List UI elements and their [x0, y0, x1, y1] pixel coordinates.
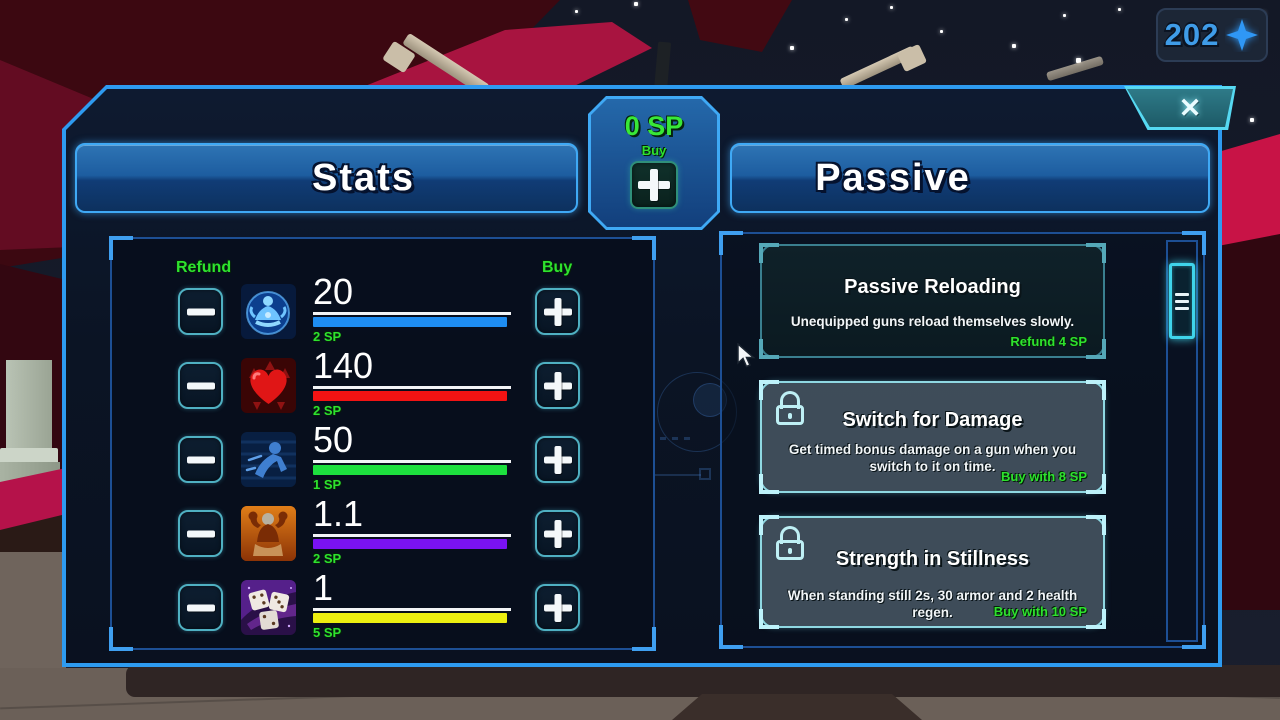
stat-value: 1.1 [313, 493, 364, 534]
health-heart-icon [241, 358, 296, 413]
minus-icon [186, 308, 215, 315]
minus-icon [186, 456, 215, 463]
stat-value: 140 [313, 345, 374, 386]
refund-stat-button[interactable] [178, 288, 223, 335]
stat-cost: 5 SP [313, 625, 342, 640]
passive-card-title: Switch for Damage [842, 409, 1023, 431]
minus-icon [186, 604, 215, 611]
stats-header: Stats [75, 143, 578, 213]
four-point-star-icon [1226, 19, 1259, 51]
stat-row: 140 2 SP [112, 346, 657, 419]
monitor-stand-bar [126, 665, 1280, 697]
currency-value: 202 [1164, 17, 1220, 52]
passive-card-action: Buy with 8 SP [1001, 469, 1087, 484]
stat-cost: 2 SP [313, 551, 342, 566]
stats-list-panel: Refund Buy 20 2 S [109, 236, 657, 651]
stat-bar [313, 317, 507, 327]
speed-runner-icon [241, 432, 296, 487]
stat-value: 1 [313, 567, 334, 608]
sp-buy-label: Buy [641, 143, 667, 158]
background-pole-head [896, 43, 928, 73]
buy-stat-button[interactable] [535, 584, 580, 631]
passive-card-action: Buy with 10 SP [993, 604, 1087, 619]
passive-card-switch-for-damage[interactable]: Switch for Damage Get timed bonus damage… [759, 380, 1106, 494]
refund-stat-button[interactable] [178, 584, 223, 631]
passive-card-title: Passive Reloading [844, 276, 1021, 298]
stat-value-block: 20 2 SP [313, 272, 513, 344]
strength-flex-icon [241, 506, 296, 561]
close-icon: ✕ [1178, 92, 1202, 123]
passive-scrollbar-handle[interactable] [1169, 263, 1195, 339]
stat-row: 20 2 SP [112, 272, 657, 345]
stat-value-block: 140 2 SP [313, 346, 513, 418]
buy-stat-button[interactable] [535, 510, 580, 557]
passive-card-passive-reloading[interactable]: Passive Reloading Unequipped guns reload… [759, 243, 1106, 359]
stat-value-block: 1.1 2 SP [313, 494, 513, 566]
stat-cost: 2 SP [313, 403, 342, 418]
passive-card-description: Get timed bonus damage on a gun when you… [788, 442, 1077, 474]
stat-cost: 2 SP [313, 329, 342, 344]
minus-icon [186, 530, 215, 537]
stat-value-block: 50 1 SP [313, 420, 513, 492]
stat-bar [313, 465, 507, 475]
stat-bar [313, 391, 507, 401]
passive-card-title: Strength in Stillness [835, 548, 1030, 570]
passive-card-description: Unequipped guns reload themselves slowly… [790, 314, 1075, 329]
passive-header: Passive [730, 143, 1210, 213]
meditation-regen-icon [241, 284, 296, 339]
stat-bar [313, 539, 507, 549]
monitor-stand-pillar [672, 694, 922, 720]
passive-card-description: When standing still 2s, 30 armor and 2 h… [787, 588, 1078, 620]
stat-bar [313, 613, 507, 623]
passive-card-strength-in-stillness[interactable]: Strength in Stillness When standing stil… [759, 515, 1106, 629]
mouse-cursor [736, 342, 758, 374]
stat-value: 20 [313, 271, 354, 312]
stat-row: 1 5 SP [112, 568, 657, 641]
skill-points-box: 0 SP Buy [588, 96, 720, 230]
passive-title: Passive [815, 156, 971, 199]
refund-stat-button[interactable] [178, 362, 223, 409]
buy-stat-button[interactable] [535, 436, 580, 483]
minus-icon [186, 382, 215, 389]
close-button[interactable]: ✕ [1127, 89, 1233, 127]
stat-row: 50 1 SP [112, 420, 657, 493]
stat-value-block: 1 5 SP [313, 568, 513, 640]
passive-card-action: Refund 4 SP [1010, 334, 1087, 349]
buy-stat-button[interactable] [535, 362, 580, 409]
luck-dice-icon [241, 580, 296, 635]
buy-stat-button[interactable] [535, 288, 580, 335]
stat-value: 50 [313, 419, 354, 460]
buy-column-label: Buy [542, 259, 573, 276]
currency-counter: 202 [1156, 8, 1268, 62]
background-pole [1045, 55, 1105, 82]
refund-column-label: Refund [176, 259, 232, 276]
background-dark-pole [653, 41, 672, 93]
stat-row: 1.1 2 SP [112, 494, 657, 567]
lock-icon [775, 526, 805, 562]
buy-sp-button[interactable] [630, 161, 678, 209]
stats-title: Stats [312, 156, 415, 199]
stat-cost: 1 SP [313, 477, 342, 492]
refund-stat-button[interactable] [178, 510, 223, 557]
refund-stat-button[interactable] [178, 436, 223, 483]
skill-points-value: 0 SP [624, 111, 684, 141]
lock-icon [775, 391, 805, 427]
